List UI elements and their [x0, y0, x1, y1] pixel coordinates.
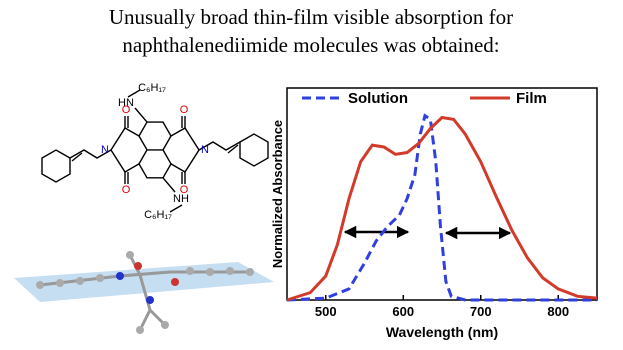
y-axis-label: Normalized Absorbance — [270, 120, 285, 268]
atom-label: NH — [173, 193, 189, 205]
atom-label: O — [122, 184, 131, 196]
title-line: naphthalenediimide molecules was obtaine… — [122, 33, 499, 57]
atom-label: C₆H₁₇ — [144, 209, 172, 221]
series-line — [286, 113, 597, 302]
x-tick-label: 800 — [547, 304, 569, 319]
x-tick-label: 500 — [315, 304, 337, 319]
atom-label: HN — [118, 97, 134, 109]
legend-label: Film — [516, 90, 547, 107]
atom-label: N — [101, 144, 109, 156]
plot-frame — [286, 87, 598, 301]
atom-label: O — [180, 104, 189, 116]
atom-label: C₆H₁₇ — [138, 82, 166, 94]
atom-label: N — [201, 144, 209, 156]
molecule: HN C₆H₁₇ O O N N O O NH C₆H₁₇ — [41, 82, 269, 221]
x-axis-label: Wavelength (nm) — [386, 324, 498, 340]
legend-label: Solution — [348, 90, 408, 107]
title-line: Unusually broad thin-film visible absorp… — [109, 5, 513, 29]
atom-label: O — [180, 184, 189, 196]
x-tick-label: 600 — [392, 304, 414, 319]
series-line — [286, 115, 598, 302]
molecule-3d — [14, 251, 274, 334]
atom-label: O — [122, 104, 131, 116]
x-tick-label: 700 — [470, 304, 492, 319]
